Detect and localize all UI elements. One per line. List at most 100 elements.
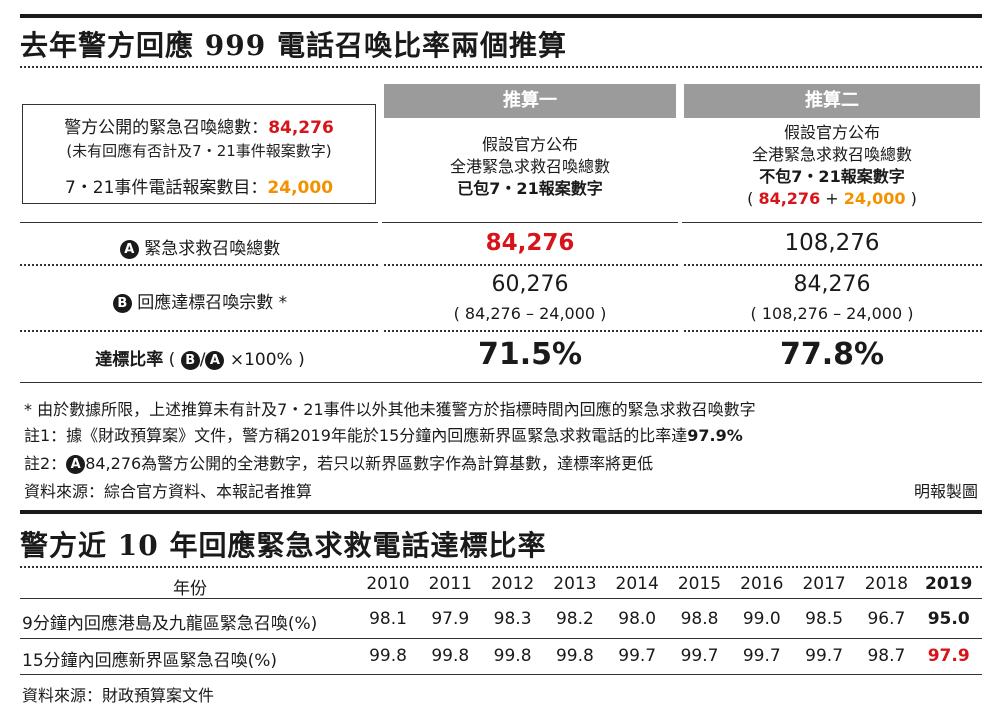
- top-rule: [20, 14, 982, 18]
- year-cell-6: 2016: [740, 574, 784, 594]
- badge-a-icon: A: [119, 240, 139, 259]
- estimate2-desc1: 假設官方公布: [783, 123, 880, 142]
- badge-b-formula-icon: B: [180, 351, 200, 370]
- year-cell-2: 2012: [490, 574, 535, 594]
- row1-value-8: 96.7: [867, 609, 906, 629]
- row1-value-5: 98.8: [680, 609, 719, 629]
- intro-total-value: 84,276: [268, 118, 334, 138]
- estimate2-paren-close: ): [910, 189, 917, 208]
- row-b-estimate2: 84,276: [793, 272, 871, 297]
- row1-value-0: 98.1: [369, 609, 407, 629]
- row1-value-6: 99.0: [742, 609, 781, 629]
- year-cell-0: 2010: [366, 574, 410, 594]
- year-cell-3: 2013: [553, 574, 597, 594]
- rate-estimate2: 77.8%: [779, 337, 885, 372]
- note-1-value: 97.9%: [687, 426, 743, 445]
- year-cell-4: 2014: [615, 574, 659, 594]
- intro-line3-label: 7・21事件電話報案數目：: [64, 178, 268, 198]
- estimate2-desc4: ( 84,276 + 24,000 ): [684, 188, 980, 210]
- column-separator-1: [378, 84, 382, 382]
- note-2-prefix: 註2：: [24, 454, 67, 473]
- row1-value-7: 98.5: [805, 609, 844, 629]
- source-1: 資料來源：綜合官方資料、本報記者推算: [24, 482, 313, 501]
- row-b-label: B 回應達標召喚宗數 *: [20, 288, 380, 313]
- note-1-text: 註1：據《財政預算案》文件，警方稱2019年能於15分鐘內回應新界區緊急求救電話…: [24, 426, 688, 445]
- estimate1-desc1: 假設官方公布: [481, 135, 578, 154]
- row2-value-0: 99.8: [369, 646, 407, 666]
- row1-value-4: 98.0: [618, 609, 657, 629]
- estimate1-description: 假設官方公布 全港緊急求救召喚總數 已包7・21報案數字: [384, 134, 676, 200]
- badge-a-note-icon: A: [66, 455, 86, 474]
- note-asterisk: * 由於數據所限，上述推算未有計及7・21事件以外其他未獲警方於指標時間內回應的…: [24, 400, 756, 419]
- estimate2-desc2: 全港緊急求救召喚總數: [751, 145, 912, 164]
- intro-line2: (未有回應有否計及7・21事件報案數字): [66, 142, 332, 160]
- table1-bottom-rule: [20, 382, 982, 383]
- column-separator-2: [678, 84, 682, 382]
- row2-value-8: 98.7: [867, 646, 906, 666]
- estimate1-desc3: 已包7・21報案數字: [457, 179, 603, 198]
- source-2: 資料來源：財政預算案文件: [22, 686, 215, 705]
- rate-formula-open: (: [168, 350, 176, 370]
- intro-box: 警方公開的緊急召喚總數：84,276 (未有回應有否計及7・21事件報案數字) …: [22, 104, 376, 204]
- row-divider-a: [20, 264, 982, 266]
- year-cell-5: 2015: [677, 574, 722, 594]
- intro-line1: 警方公開的緊急召喚總數：84,276: [23, 113, 375, 138]
- row1-value-1: 97.9: [431, 609, 470, 629]
- badge-b-icon: B: [112, 294, 132, 313]
- year-cell-9: 2019: [925, 574, 973, 594]
- row2-value-6: 99.7: [742, 646, 781, 666]
- row-a-text: 緊急求救召喚總數: [144, 239, 281, 259]
- title1-divider: [20, 66, 982, 68]
- row2-value-4: 99.7: [618, 646, 657, 666]
- row2-value-9: 97.9: [927, 646, 970, 666]
- row-divider-top: [20, 222, 982, 223]
- row2-value-2: 99.8: [493, 646, 532, 666]
- table2-row-rule: [20, 638, 982, 639]
- table2-bottom-rule: [20, 674, 982, 675]
- estimate2-plus: +: [825, 189, 839, 208]
- row2-value-1: 99.8: [431, 646, 470, 666]
- estimate2-header: 推算二: [684, 84, 980, 118]
- title2-divider: [20, 566, 982, 568]
- estimate2-sum-a: 84,276: [758, 189, 821, 208]
- year-cell-1: 2011: [428, 574, 472, 594]
- row2-value-5: 99.7: [680, 646, 719, 666]
- row-b-estimate2-note: ( 108,276 – 24,000 ): [750, 304, 914, 323]
- rate-estimate1: 71.5%: [477, 337, 583, 372]
- rate-formula-rest: ×100% ): [229, 350, 305, 370]
- row-divider-b: [20, 330, 982, 332]
- rate-label-text: 達標比率: [95, 350, 164, 370]
- row-a-estimate1: 84,276: [485, 230, 575, 256]
- row1-label: 9分鐘內回應港島及九龍區緊急召喚(%): [22, 614, 318, 634]
- row-b-text: 回應達標召喚宗數 *: [137, 293, 288, 313]
- estimate1-header: 推算一: [384, 84, 676, 118]
- row1-value-9: 95.0: [927, 609, 970, 629]
- row1-value-2: 98.3: [493, 609, 532, 629]
- row2-value-3: 99.8: [555, 646, 594, 666]
- row-b-estimate1: 60,276: [491, 272, 569, 297]
- note-1: 註1：據《財政預算案》文件，警方稱2019年能於15分鐘內回應新界區緊急求救電話…: [24, 422, 743, 446]
- estimate2-sum-b: 24,000: [843, 189, 906, 208]
- row-a-estimate2: 108,276: [784, 230, 880, 256]
- year-cell-7: 2017: [802, 574, 846, 594]
- estimate2-paren-open: (: [747, 189, 754, 208]
- badge-a-formula-icon: A: [205, 351, 225, 370]
- estimate2-description: 假設官方公布 全港緊急求救召喚總數 不包7・21報案數字 ( 84,276 + …: [684, 122, 980, 210]
- section2-top-rule: [20, 510, 982, 514]
- estimate1-desc2: 全港緊急求救召喚總數: [449, 157, 610, 176]
- year-header: 年份: [173, 579, 207, 599]
- table2-header-rule: [20, 598, 982, 599]
- rate-formula-slash: /: [199, 350, 206, 370]
- intro-721-value: 24,000: [267, 178, 334, 198]
- row2-label: 15分鐘內回應新界區緊急召喚(%): [22, 651, 278, 671]
- estimate2-desc3: 不包7・21報案數字: [759, 167, 905, 186]
- intro-line3: 7・21事件電話報案數目：24,000: [23, 173, 375, 198]
- intro-line1-label: 警方公開的緊急召喚總數：: [64, 118, 269, 138]
- note-2: 註2： A 84,276為警方公開的全港數字，若只以新界區數字作為計算基數，達標率將…: [24, 450, 653, 474]
- section1-title: 去年警方回應 999 電話召喚比率兩個推算: [20, 29, 567, 62]
- rate-row-label: 達標比率 ( B / A ×100% ): [20, 345, 380, 370]
- section2-title: 警方近 10 年回應緊急求救電話達標比率: [20, 529, 547, 562]
- row-b-estimate1-note: ( 84,276 – 24,000 ): [453, 304, 607, 323]
- year-cell-8: 2018: [864, 574, 909, 594]
- graphic-credit: 明報製圖: [913, 482, 978, 501]
